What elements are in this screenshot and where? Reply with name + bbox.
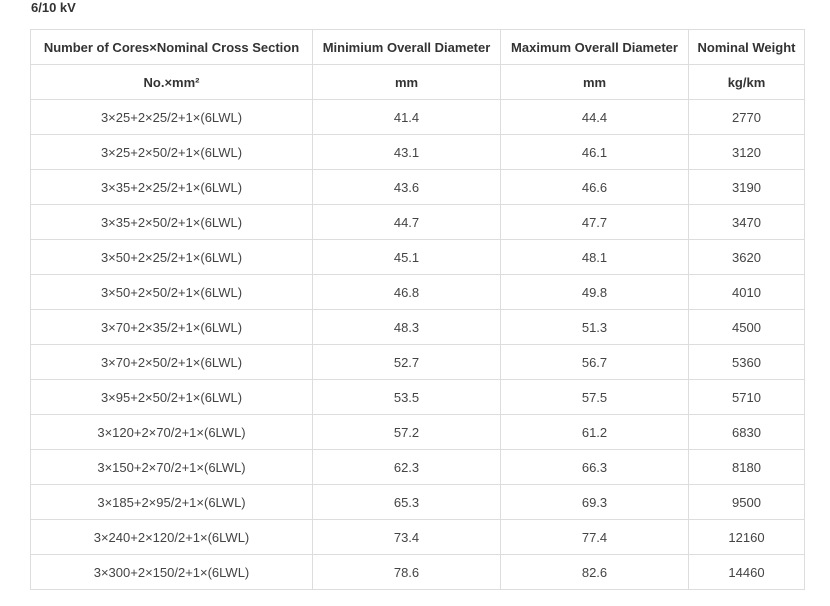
- unit-max-diameter: mm: [500, 64, 689, 100]
- cell-nominal-weight: 3620: [688, 239, 805, 275]
- unit-cores-cross-section: No.×mm²: [30, 64, 313, 100]
- cell-max-diameter: 69.3: [500, 484, 689, 520]
- cell-max-diameter: 47.7: [500, 204, 689, 240]
- header-nominal-weight: Nominal Weight: [688, 29, 805, 65]
- cell-cores-cross-section: 3×25+2×50/2+1×(6LWL): [30, 134, 313, 170]
- cell-max-diameter: 56.7: [500, 344, 689, 380]
- cell-min-diameter: 43.1: [312, 134, 501, 170]
- table-row: 3×120+2×70/2+1×(6LWL) 57.2 61.2 6830: [30, 414, 805, 450]
- cell-cores-cross-section: 3×240+2×120/2+1×(6LWL): [30, 519, 313, 555]
- table-row: 3×95+2×50/2+1×(6LWL) 53.5 57.5 5710: [30, 379, 805, 415]
- cell-cores-cross-section: 3×50+2×50/2+1×(6LWL): [30, 274, 313, 310]
- cell-nominal-weight: 14460: [688, 554, 805, 590]
- cell-cores-cross-section: 3×35+2×50/2+1×(6LWL): [30, 204, 313, 240]
- cell-cores-cross-section: 3×25+2×25/2+1×(6LWL): [30, 99, 313, 135]
- cell-nominal-weight: 4500: [688, 309, 805, 345]
- table-row: 3×25+2×25/2+1×(6LWL) 41.4 44.4 2770: [30, 99, 805, 135]
- cell-cores-cross-section: 3×70+2×50/2+1×(6LWL): [30, 344, 313, 380]
- table-row: 3×300+2×150/2+1×(6LWL) 78.6 82.6 14460: [30, 554, 805, 590]
- cell-cores-cross-section: 3×300+2×150/2+1×(6LWL): [30, 554, 313, 590]
- unit-min-diameter: mm: [312, 64, 501, 100]
- table-row: 3×240+2×120/2+1×(6LWL) 73.4 77.4 12160: [30, 519, 805, 555]
- cell-max-diameter: 61.2: [500, 414, 689, 450]
- cell-min-diameter: 45.1: [312, 239, 501, 275]
- cell-min-diameter: 48.3: [312, 309, 501, 345]
- cell-nominal-weight: 3190: [688, 169, 805, 205]
- cell-min-diameter: 65.3: [312, 484, 501, 520]
- cell-min-diameter: 43.6: [312, 169, 501, 205]
- cell-nominal-weight: 2770: [688, 99, 805, 135]
- cell-cores-cross-section: 3×185+2×95/2+1×(6LWL): [30, 484, 313, 520]
- cell-cores-cross-section: 3×95+2×50/2+1×(6LWL): [30, 379, 313, 415]
- cell-nominal-weight: 3470: [688, 204, 805, 240]
- cell-min-diameter: 57.2: [312, 414, 501, 450]
- cell-nominal-weight: 5360: [688, 344, 805, 380]
- cell-nominal-weight: 5710: [688, 379, 805, 415]
- cell-cores-cross-section: 3×35+2×25/2+1×(6LWL): [30, 169, 313, 205]
- cell-nominal-weight: 9500: [688, 484, 805, 520]
- table-row: 3×50+2×25/2+1×(6LWL) 45.1 48.1 3620: [30, 239, 805, 275]
- cell-max-diameter: 82.6: [500, 554, 689, 590]
- table-row: 3×25+2×50/2+1×(6LWL) 43.1 46.1 3120: [30, 134, 805, 170]
- cell-min-diameter: 73.4: [312, 519, 501, 555]
- cell-max-diameter: 66.3: [500, 449, 689, 485]
- header-max-diameter: Maximum Overall Diameter: [500, 29, 689, 65]
- cell-cores-cross-section: 3×70+2×35/2+1×(6LWL): [30, 309, 313, 345]
- cell-cores-cross-section: 3×150+2×70/2+1×(6LWL): [30, 449, 313, 485]
- cell-min-diameter: 53.5: [312, 379, 501, 415]
- table-row: 3×150+2×70/2+1×(6LWL) 62.3 66.3 8180: [30, 449, 805, 485]
- table-row: 3×185+2×95/2+1×(6LWL) 65.3 69.3 9500: [30, 484, 805, 520]
- cell-nominal-weight: 4010: [688, 274, 805, 310]
- cell-min-diameter: 62.3: [312, 449, 501, 485]
- cell-min-diameter: 44.7: [312, 204, 501, 240]
- cell-nominal-weight: 12160: [688, 519, 805, 555]
- table-row: 3×70+2×35/2+1×(6LWL) 48.3 51.3 4500: [30, 309, 805, 345]
- cell-max-diameter: 46.6: [500, 169, 689, 205]
- table-body: 3×25+2×25/2+1×(6LWL) 41.4 44.4 2770 3×25+2×5…: [30, 99, 805, 590]
- cell-max-diameter: 46.1: [500, 134, 689, 170]
- cell-nominal-weight: 3120: [688, 134, 805, 170]
- cell-nominal-weight: 6830: [688, 414, 805, 450]
- cable-spec-table: Number of Cores×Nominal Cross Section Mi…: [30, 29, 805, 590]
- table-row: 3×50+2×50/2+1×(6LWL) 46.8 49.8 4010: [30, 274, 805, 310]
- page-title: 6/10 kV: [31, 0, 76, 15]
- header-min-diameter: Minimium Overall Diameter: [312, 29, 501, 65]
- unit-nominal-weight: kg/km: [688, 64, 805, 100]
- units-row: No.×mm² mm mm kg/km: [30, 64, 805, 100]
- table-row: 3×35+2×25/2+1×(6LWL) 43.6 46.6 3190: [30, 169, 805, 205]
- table-row: 3×70+2×50/2+1×(6LWL) 52.7 56.7 5360: [30, 344, 805, 380]
- cell-min-diameter: 78.6: [312, 554, 501, 590]
- cell-cores-cross-section: 3×120+2×70/2+1×(6LWL): [30, 414, 313, 450]
- table-row: 3×35+2×50/2+1×(6LWL) 44.7 47.7 3470: [30, 204, 805, 240]
- cell-min-diameter: 52.7: [312, 344, 501, 380]
- cell-max-diameter: 77.4: [500, 519, 689, 555]
- cell-min-diameter: 46.8: [312, 274, 501, 310]
- cell-max-diameter: 49.8: [500, 274, 689, 310]
- cell-max-diameter: 48.1: [500, 239, 689, 275]
- cell-cores-cross-section: 3×50+2×25/2+1×(6LWL): [30, 239, 313, 275]
- cell-nominal-weight: 8180: [688, 449, 805, 485]
- cell-max-diameter: 44.4: [500, 99, 689, 135]
- cell-min-diameter: 41.4: [312, 99, 501, 135]
- cell-max-diameter: 57.5: [500, 379, 689, 415]
- cell-max-diameter: 51.3: [500, 309, 689, 345]
- header-cores-cross-section: Number of Cores×Nominal Cross Section: [30, 29, 313, 65]
- header-row: Number of Cores×Nominal Cross Section Mi…: [30, 29, 805, 65]
